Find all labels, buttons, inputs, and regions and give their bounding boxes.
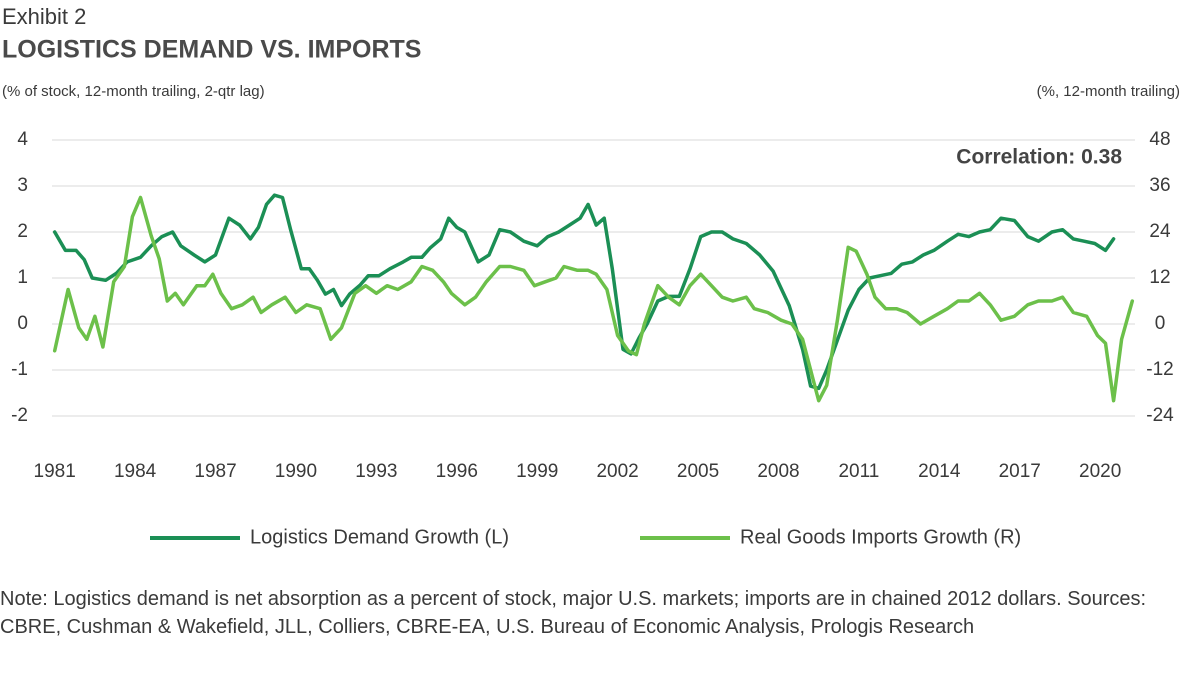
legend-label: Logistics Demand Growth (L) [250, 526, 509, 548]
y-axis-label: (% of stock, 12-month trailing, 2-qtr la… [2, 83, 265, 100]
y2-axis-label: (%, 12-month trailing) [1037, 83, 1180, 100]
x-tick-label: 1996 [436, 461, 478, 482]
x-tick-label: 2014 [918, 461, 961, 482]
y-tick-label: 4 [17, 129, 28, 150]
y2-tick-label: -24 [1146, 405, 1174, 426]
chart-title: LOGISTICS DEMAND VS. IMPORTS [2, 36, 421, 64]
x-tick-label: 2020 [1079, 461, 1121, 482]
y-tick-label: 3 [17, 175, 28, 196]
x-tick-label: 1981 [34, 461, 76, 482]
series-line [52, 195, 1135, 403]
legend-label: Real Goods Imports Growth (R) [740, 526, 1021, 548]
x-tick-label: 1984 [114, 461, 157, 482]
y-tick-label: -1 [11, 359, 28, 380]
x-tick-label: 2017 [999, 461, 1041, 482]
note-box: Note: Logistics demand is net absorption… [0, 588, 1147, 638]
exhibit-label: Exhibit 2 [2, 4, 86, 29]
y2-tick-label: -12 [1146, 359, 1173, 380]
note: Note: Logistics demand is net absorption… [0, 588, 1147, 638]
x-tick-label: 2008 [757, 461, 799, 482]
x-tick-label: 2002 [596, 461, 638, 482]
y2-tick-label: 24 [1149, 221, 1171, 242]
x-tick-label: 1990 [275, 461, 317, 482]
y2-tick-label: 0 [1155, 313, 1166, 334]
y-tick-label: 0 [17, 313, 28, 334]
x-tick-label: 1999 [516, 461, 558, 482]
y2-tick-label: 48 [1149, 129, 1170, 150]
x-tick-label: 1993 [355, 461, 397, 482]
annotation: Correlation: 0.38 [956, 146, 1122, 169]
y2-tick-label: 12 [1149, 267, 1170, 288]
y-tick-label: 2 [17, 221, 28, 242]
y2-tick-label: 36 [1149, 175, 1170, 196]
y-tick-label: 1 [17, 267, 28, 288]
x-tick-label: 2005 [677, 461, 719, 482]
series-line [52, 193, 1116, 391]
x-tick-label: 2011 [838, 461, 879, 482]
y-tick-label: -2 [11, 405, 28, 426]
x-tick-label: 1987 [194, 461, 236, 482]
